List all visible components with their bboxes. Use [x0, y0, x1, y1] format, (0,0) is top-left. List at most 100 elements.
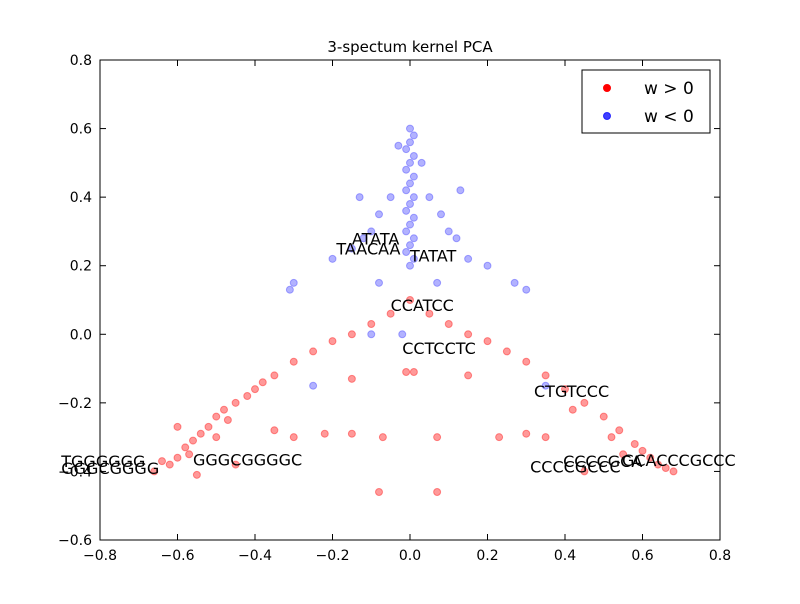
point	[328, 254, 337, 263]
point	[409, 368, 418, 376]
point	[444, 320, 453, 328]
x-tick-label: −0.6	[161, 548, 195, 564]
point	[599, 412, 608, 421]
point	[464, 330, 473, 339]
point	[510, 278, 519, 287]
point	[251, 385, 259, 394]
point	[619, 450, 628, 459]
point	[483, 261, 492, 270]
point	[406, 124, 414, 133]
point	[367, 320, 376, 328]
annotation: CCCCGCCC	[530, 457, 621, 476]
point	[444, 227, 453, 236]
y-tick-label: 0.4	[70, 190, 92, 206]
point	[425, 309, 434, 318]
point	[309, 347, 318, 356]
annotation: GCACCCGCCC	[622, 451, 736, 470]
annotation: TAACAA	[335, 240, 400, 259]
point	[406, 220, 414, 229]
plot-area	[150, 124, 678, 496]
point	[402, 248, 411, 256]
x-tick-label: −0.8	[83, 548, 117, 564]
annotation: CCTCCTC	[402, 339, 476, 358]
y-tick-label: 0.2	[70, 259, 92, 275]
point	[347, 374, 356, 383]
point	[406, 200, 414, 208]
point	[220, 405, 228, 414]
annotation: CTGTCCC	[534, 382, 609, 401]
annotation: GGGCGGGG	[61, 459, 159, 478]
point	[433, 433, 442, 442]
point	[654, 460, 662, 469]
point	[375, 210, 383, 219]
point	[158, 457, 166, 466]
point	[425, 193, 434, 202]
x-tick-label: 0.8	[709, 548, 731, 564]
point	[173, 453, 182, 462]
point	[661, 464, 670, 472]
point	[406, 158, 414, 167]
point	[258, 378, 267, 387]
point	[417, 158, 426, 167]
point	[495, 433, 504, 442]
point	[433, 278, 442, 287]
point	[355, 193, 364, 202]
point	[270, 426, 279, 435]
point	[502, 347, 511, 356]
point	[173, 422, 182, 431]
point	[212, 412, 221, 421]
point	[402, 368, 411, 376]
point	[243, 392, 252, 400]
point	[406, 261, 414, 270]
annotation: TATAT	[409, 246, 456, 265]
point	[522, 429, 531, 438]
point	[402, 206, 411, 215]
point	[561, 385, 569, 394]
point	[402, 186, 411, 195]
point	[212, 433, 221, 442]
point	[464, 371, 473, 380]
point	[367, 227, 376, 236]
x-tick-label: 0.2	[476, 548, 498, 564]
legend-label: w < 0	[644, 107, 694, 127]
point	[394, 141, 403, 150]
point	[289, 357, 298, 366]
point	[615, 426, 624, 435]
point	[196, 429, 205, 438]
point	[568, 405, 577, 414]
y-tick-label: 0.6	[70, 122, 92, 138]
point	[231, 398, 240, 407]
point	[483, 337, 492, 346]
point	[386, 309, 395, 318]
y-tick-label: −0.4	[58, 464, 92, 480]
point	[409, 254, 418, 263]
point	[580, 398, 589, 407]
point	[150, 467, 159, 476]
y-tick-label: −0.2	[58, 396, 92, 412]
point	[452, 234, 461, 243]
y-tick-label: 0.0	[70, 327, 92, 343]
point	[437, 210, 445, 219]
point	[402, 227, 411, 236]
point	[285, 285, 294, 294]
point	[347, 429, 356, 438]
legend-box	[581, 69, 711, 134]
point	[607, 433, 616, 442]
point	[541, 381, 550, 390]
legend-marker	[603, 84, 611, 92]
point	[359, 234, 368, 243]
point	[402, 165, 411, 174]
point	[433, 488, 442, 496]
x-tick-label: −0.2	[316, 548, 350, 564]
point	[409, 152, 418, 160]
legend: w > 0 w < 0	[581, 69, 711, 134]
point	[231, 460, 240, 469]
point	[409, 193, 418, 202]
point	[409, 213, 418, 222]
y-tick-label: 0.8	[70, 53, 92, 69]
point	[328, 337, 337, 346]
point	[638, 446, 647, 455]
point	[309, 381, 318, 390]
point	[456, 186, 465, 195]
